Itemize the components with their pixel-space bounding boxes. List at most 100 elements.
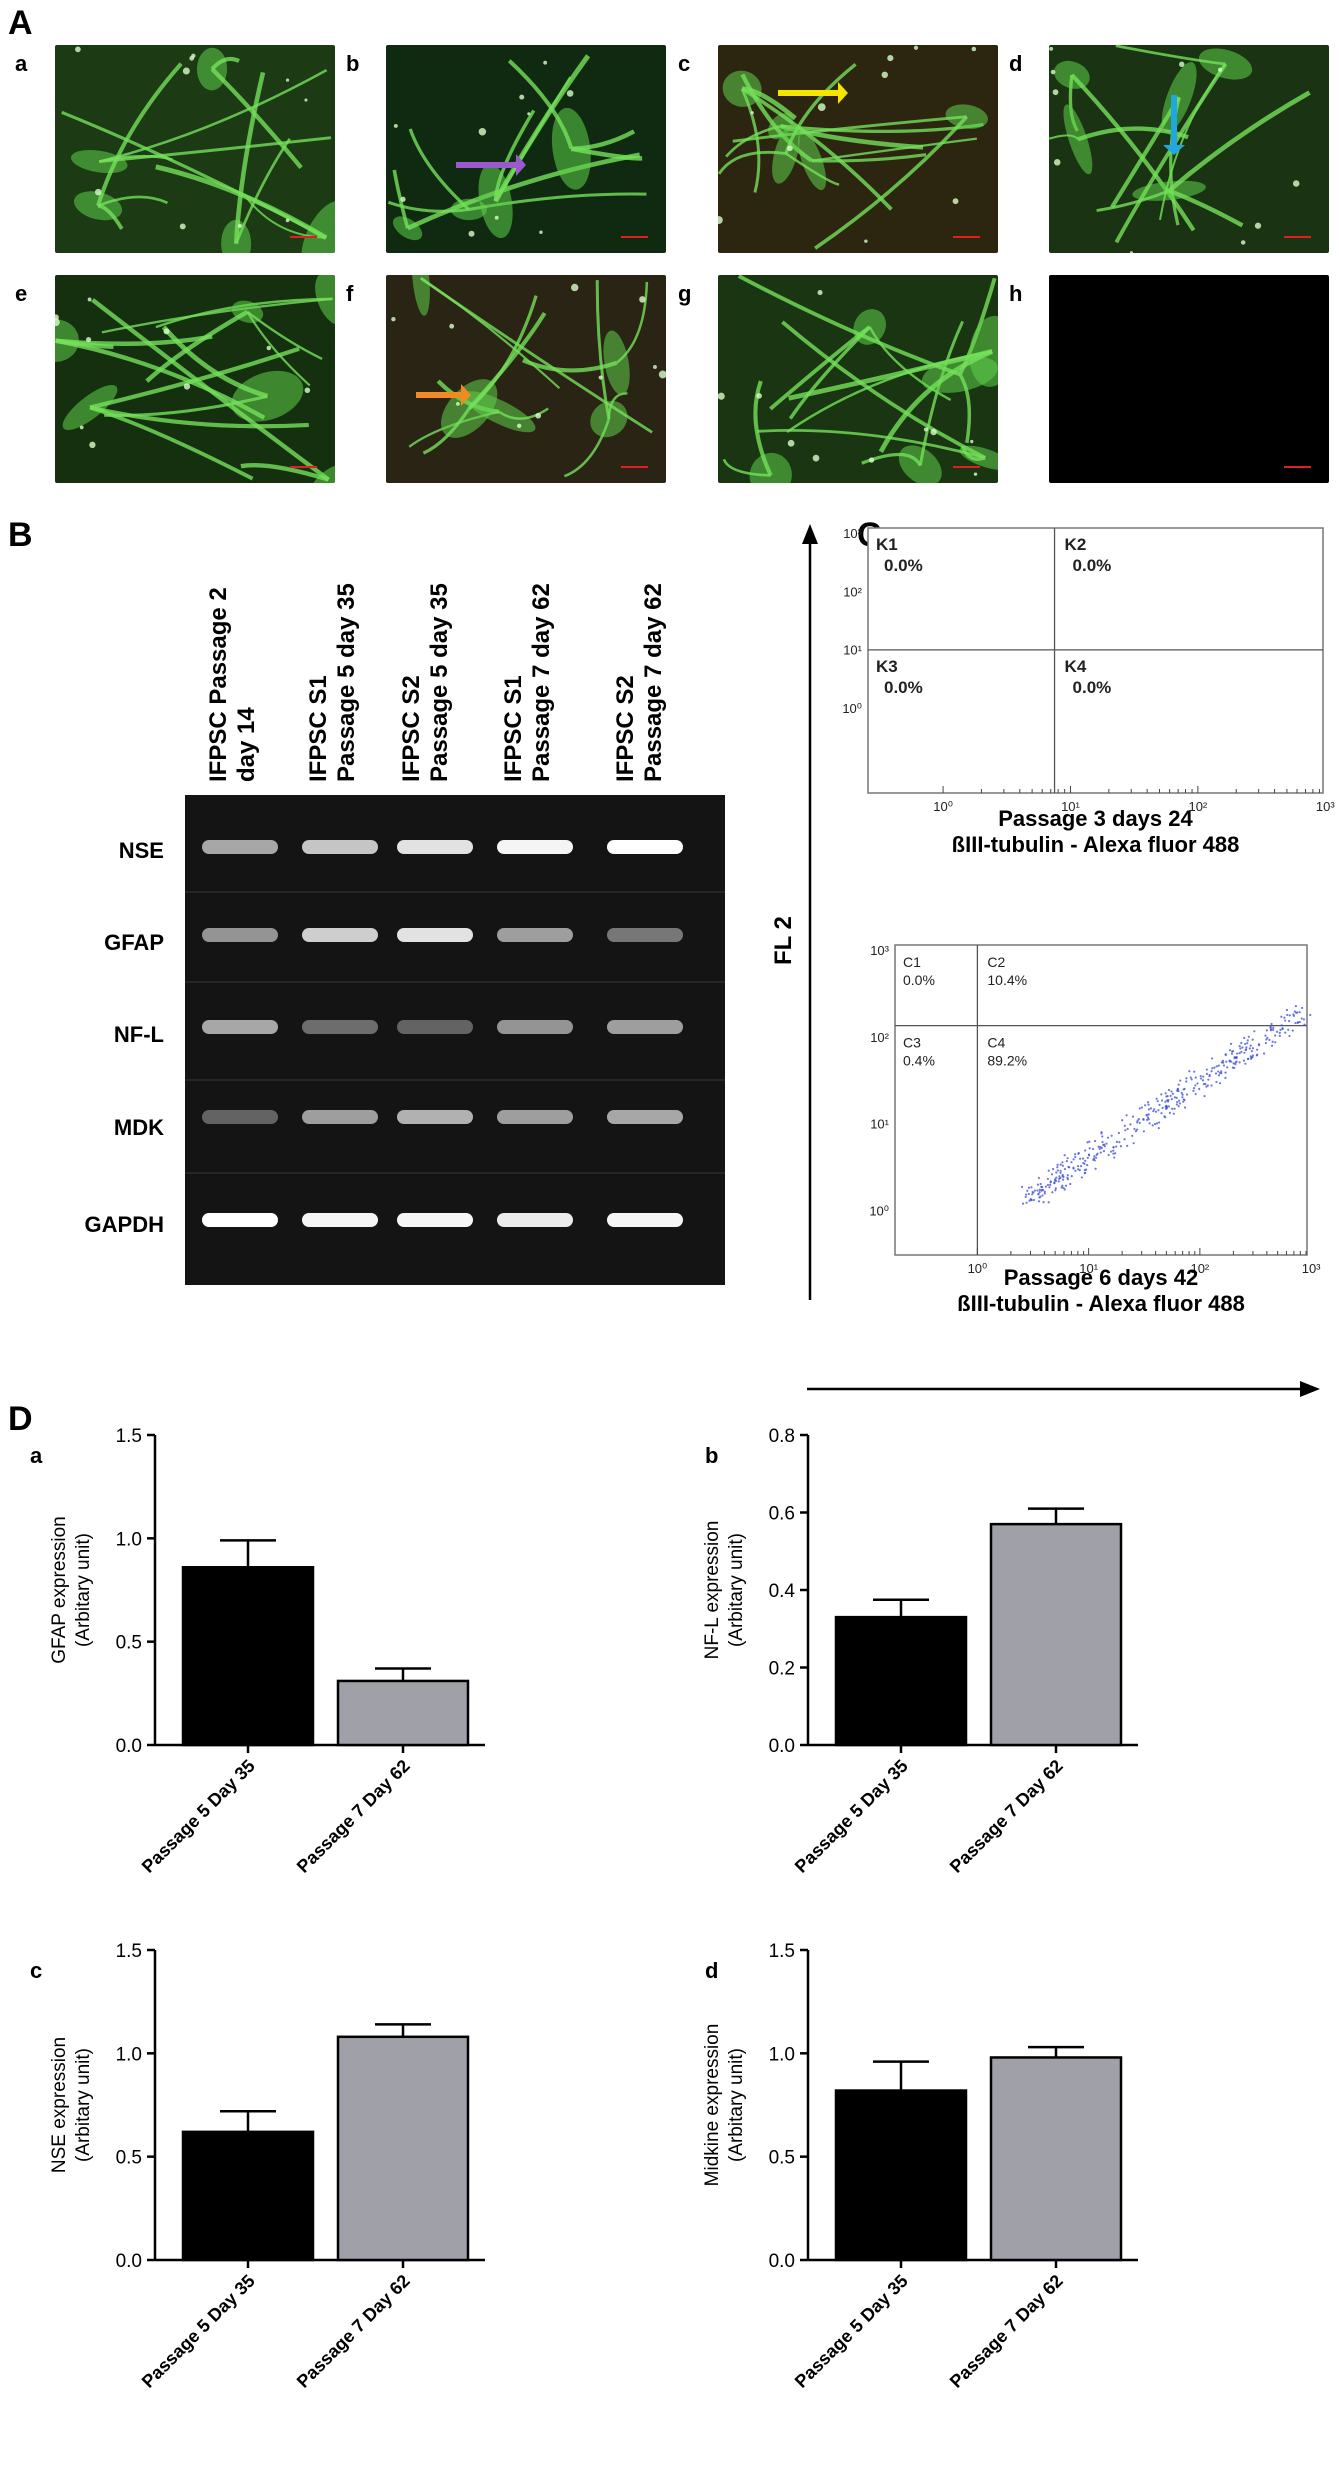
- gel-band: [397, 928, 473, 942]
- y-tick-label: 1.5: [769, 1941, 795, 1962]
- panel-d-letter: D: [8, 1400, 33, 1438]
- gel-band: [497, 1020, 573, 1034]
- flow-y-tick: 10¹: [870, 1117, 889, 1132]
- y-axis-label: NF-L expression (Arbitary unit): [702, 1521, 747, 1660]
- y-tick-label: 0.0: [116, 2251, 142, 2272]
- quadrant-name: K3: [876, 657, 898, 676]
- y-tick-label: 0.2: [769, 1659, 795, 1680]
- bar: [834, 2089, 968, 2262]
- bar: [989, 1522, 1123, 1747]
- bar-chart-b: 0.0 0.2 0.4 0.6 0.8 NF-L expression (Arbitary …: [702, 1426, 1138, 1877]
- gel-band: [607, 1213, 683, 1227]
- arrow-d-icon: [1163, 95, 1185, 155]
- y-tick-label: 1.5: [116, 1426, 142, 1447]
- micrograph-label-f: f: [346, 281, 354, 306]
- arrow-f-icon: [416, 384, 471, 406]
- micrograph-label-g: g: [678, 281, 692, 306]
- flow-plot-1: 10³ 10² 10¹ 10⁰ 10⁰ 10¹ 10² 10³ K1 0.0% K2 0.0% K3 0.…: [842, 526, 1335, 814]
- gel-band: [302, 1110, 378, 1124]
- micrograph-a: [55, 45, 335, 253]
- micrograph-label-b: b: [346, 51, 360, 76]
- bar-chart-a: 0.0 0.5 1.0 1.5 GFAP expression (Arbitary uni…: [49, 1426, 485, 1877]
- bar: [181, 1566, 315, 1747]
- gel-band: [497, 1213, 573, 1227]
- micrograph-d: [1049, 45, 1329, 253]
- x-tick-label: Passage 7 Day 62: [946, 1756, 1067, 1877]
- quadrant-name: C4: [987, 1035, 1005, 1051]
- y-tick-label: 0.0: [769, 2251, 795, 2272]
- bar: [989, 2056, 1123, 2262]
- gel-band: [302, 840, 378, 854]
- gel-lane-label: IFPSC S1 Passage 5 day 35: [305, 583, 360, 782]
- gel-lane-label: IFPSC S1 Passage 7 day 62: [500, 583, 555, 782]
- x-tick-label: Passage 7 Day 62: [293, 2271, 414, 2392]
- flow-x-tick: 10³: [1302, 1261, 1321, 1276]
- micrograph-label-c: c: [678, 51, 691, 76]
- flow-y-tick: 10³: [870, 943, 889, 958]
- flow-y-tick: 10³: [843, 526, 862, 541]
- gel-band: [607, 1020, 683, 1034]
- flow-plot-2: 10³ 10² 10¹ 10⁰ 10⁰ 10¹ 10² 10³ C1 0.0% C2 10.4% C3 0…: [869, 943, 1321, 1276]
- quadrant-name: C2: [987, 954, 1005, 970]
- panel-a-letter: A: [8, 4, 33, 42]
- gel-band: [202, 1020, 278, 1034]
- bar-chart-label-b: b: [705, 1443, 719, 1468]
- caption-line-1: Passage 6 days 42: [1003, 1265, 1199, 1290]
- gel-band: [302, 1213, 378, 1227]
- y-axis-label: Midkine expression (Arbitary unit): [702, 2024, 747, 2187]
- gel-lane-label: IFPSC S2 Passage 5 day 35: [398, 583, 453, 782]
- gel-band: [202, 1213, 278, 1227]
- y-tick-label: 0.0: [116, 1736, 142, 1757]
- quadrant-value: 0.0%: [884, 556, 923, 575]
- y-tick-label: 0.5: [116, 1633, 142, 1654]
- flow-x-tick: 10²: [1190, 1261, 1209, 1276]
- flow-y-tick: 10²: [870, 1030, 889, 1045]
- gel-gene-label: NSE: [118, 838, 164, 863]
- micrograph-c: [718, 45, 998, 253]
- y-axis-label: GFAP expression (Arbitary unit): [49, 1516, 94, 1664]
- gel-lane-label: IFPSC S2 Passage 7 day 62: [612, 583, 667, 782]
- gel-lane-label: IFPSC Passage 2 day 14: [205, 587, 260, 782]
- bar-chart-label-c: c: [30, 1958, 43, 1983]
- quadrant-value: 0.0%: [884, 678, 923, 697]
- quadrant-name: C3: [903, 1035, 921, 1051]
- quadrant-name: K1: [876, 535, 898, 554]
- bar: [336, 1679, 470, 1747]
- gel-band: [202, 928, 278, 942]
- flow-x-tick: 10¹: [1061, 799, 1080, 814]
- x-tick-label: Passage 7 Day 62: [293, 1756, 414, 1877]
- arrow-c-icon: [778, 82, 848, 104]
- flow-y-tick: 10²: [843, 584, 862, 599]
- flow-plot-caption: Passage 3 days 24 ßIII-tubulin - Alexa fl…: [816, 806, 1339, 858]
- y-tick-label: 0.6: [769, 1504, 795, 1525]
- gel-band: [202, 1110, 278, 1124]
- y-tick-label: 0.4: [769, 1581, 796, 1602]
- y-tick-label: 0.5: [116, 2148, 142, 2169]
- x-tick-label: Passage 5 Day 35: [138, 2271, 259, 2392]
- micrograph-label-a: a: [15, 51, 28, 76]
- gel-band: [397, 1110, 473, 1124]
- flow-x-tick: 10⁰: [933, 799, 953, 814]
- micrograph-label-d: d: [1009, 51, 1023, 76]
- panel-b-letter: B: [8, 516, 33, 554]
- gel-band: [607, 1110, 683, 1124]
- y-tick-label: 1.0: [116, 2044, 142, 2065]
- gel-gene-label: GFAP: [104, 930, 164, 955]
- quadrant-value: 0.0%: [903, 972, 935, 988]
- x-tick-label: Passage 5 Day 35: [791, 2271, 912, 2392]
- quadrant-name: K2: [1065, 535, 1087, 554]
- flow-plot-caption: Passage 6 days 42 ßIII-tubulin - Alexa fl…: [821, 1265, 1339, 1317]
- x-tick-label: Passage 7 Day 62: [946, 2271, 1067, 2392]
- fl2-axis-label: FL 2: [770, 916, 797, 965]
- micrograph-g: [718, 275, 998, 483]
- flow-y-tick: 10¹: [843, 643, 862, 658]
- flow-x-tick: 10²: [1188, 799, 1207, 814]
- x-tick-label: Passage 5 Day 35: [791, 1756, 912, 1877]
- gel-gene-label: NF-L: [113, 1022, 164, 1047]
- gel-band: [302, 1020, 378, 1034]
- agarose-gel-image: [185, 795, 725, 1285]
- y-tick-label: 0.0: [769, 1736, 795, 1757]
- micrograph-label-h: h: [1009, 281, 1023, 306]
- gel-band: [397, 840, 473, 854]
- caption-line-2: ßIII-tubulin - Alexa fluor 488: [957, 1291, 1245, 1316]
